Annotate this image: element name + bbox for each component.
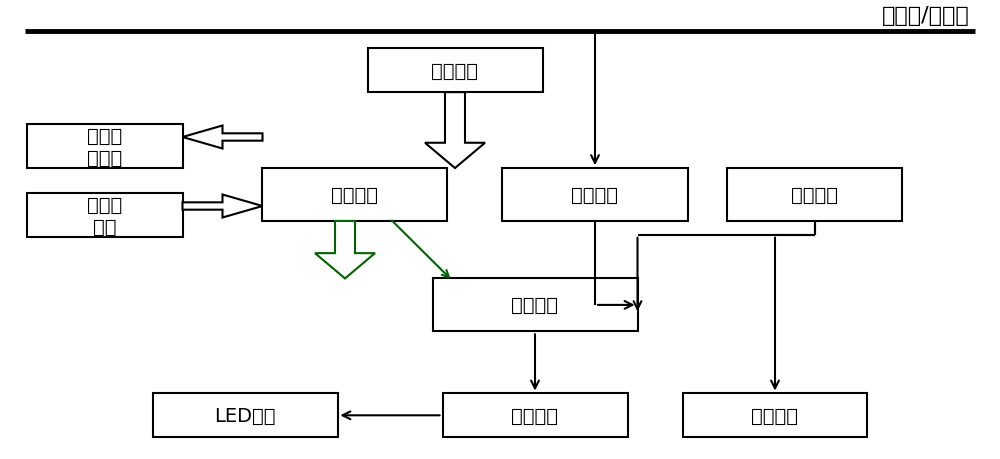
Polygon shape — [425, 93, 485, 169]
FancyBboxPatch shape — [27, 125, 182, 169]
Text: 取电采样: 取电采样 — [432, 62, 479, 81]
Text: 翻牌模块: 翻牌模块 — [512, 406, 558, 425]
FancyBboxPatch shape — [262, 169, 447, 222]
Text: 主控电路: 主控电路 — [512, 296, 558, 315]
FancyBboxPatch shape — [727, 169, 902, 222]
FancyBboxPatch shape — [27, 194, 182, 238]
FancyBboxPatch shape — [368, 50, 542, 93]
FancyBboxPatch shape — [502, 169, 688, 222]
Text: 信号调理: 信号调理 — [572, 185, 618, 205]
FancyBboxPatch shape — [682, 393, 867, 437]
Text: 无线发射: 无线发射 — [752, 406, 798, 425]
Text: LED显示: LED显示 — [214, 406, 276, 425]
Text: 温度传感: 温度传感 — [792, 185, 838, 205]
Polygon shape — [315, 222, 375, 279]
Text: 电源管理: 电源管理 — [332, 185, 378, 205]
Text: 大容量
锂电池: 大容量 锂电池 — [87, 126, 123, 168]
Polygon shape — [182, 195, 262, 218]
FancyBboxPatch shape — [442, 393, 628, 437]
Text: 太阳能
电池: 太阳能 电池 — [87, 195, 123, 236]
Polygon shape — [182, 126, 262, 149]
FancyBboxPatch shape — [152, 393, 338, 437]
FancyBboxPatch shape — [433, 279, 638, 331]
Text: 电缆线/架空线: 电缆线/架空线 — [882, 6, 970, 26]
